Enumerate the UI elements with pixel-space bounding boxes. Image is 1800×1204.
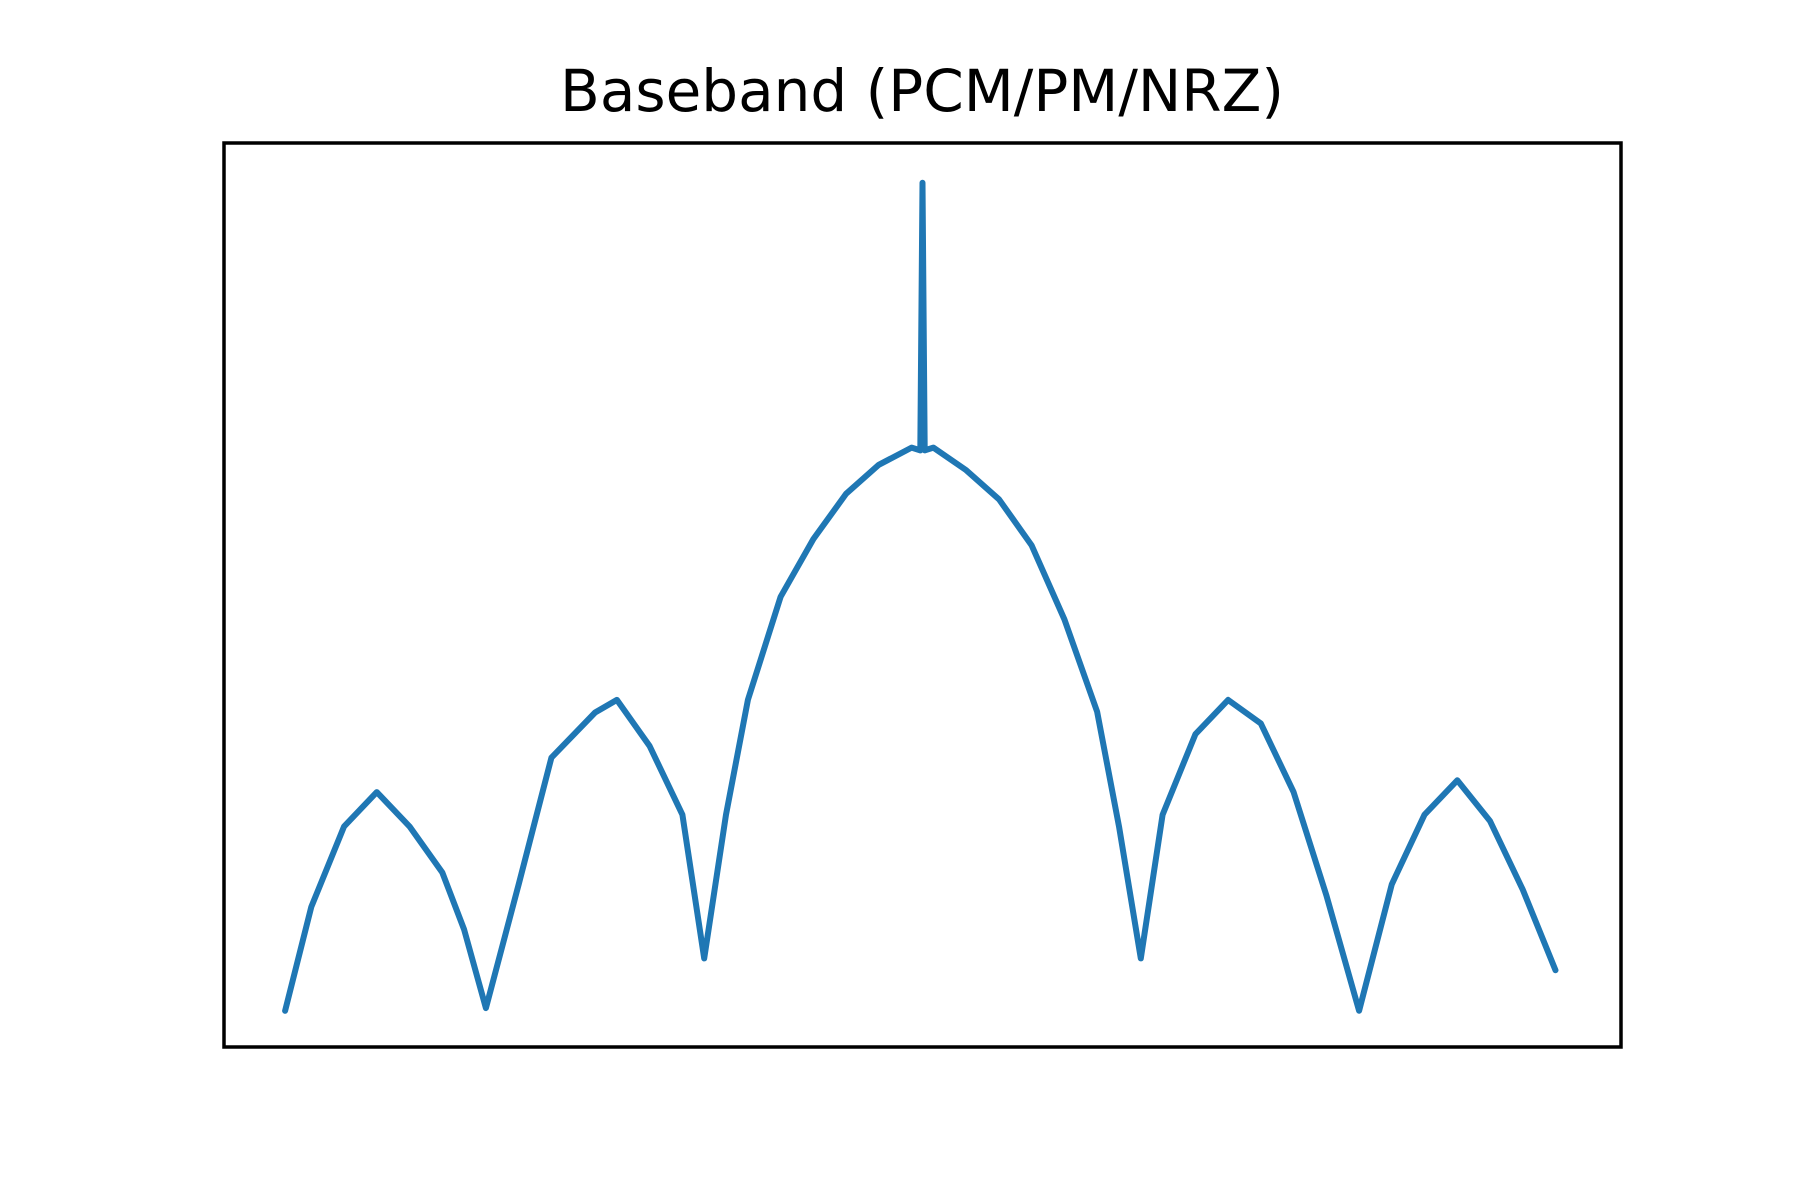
chart-title: Baseband (PCM/PM/NRZ): [560, 57, 1284, 125]
data-line: [282, 179, 1559, 1014]
plot-frame: [222, 141, 1623, 1049]
